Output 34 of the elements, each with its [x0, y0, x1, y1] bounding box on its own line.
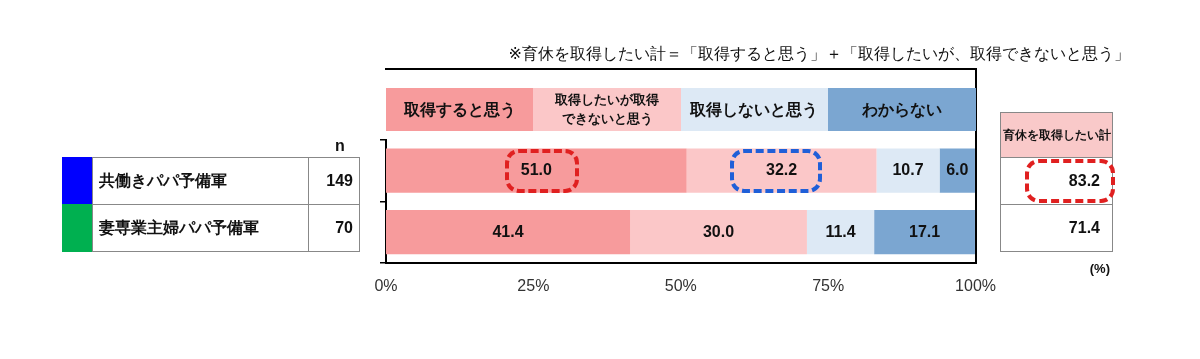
bar — [386, 148, 687, 193]
data-label: 51.0 — [520, 161, 552, 179]
y-tick-label: 妻専業主婦パパ予備軍 — [92, 204, 309, 252]
x-tick-label: 100% — [955, 276, 996, 294]
data-label: 30.0 — [702, 222, 735, 240]
x-tick-label: 25% — [517, 276, 550, 294]
text: 149 — [308, 157, 360, 205]
bar — [630, 210, 807, 255]
data-label: 6.0 — [946, 161, 969, 179]
series-label: わからない — [861, 97, 942, 122]
text: 育休を取得したい計 — [1000, 112, 1113, 158]
text: 71.4 — [1000, 204, 1113, 252]
bar — [806, 210, 875, 255]
bar — [874, 210, 975, 255]
x-tick-label: 0% — [374, 276, 398, 294]
bar — [876, 148, 940, 193]
data-label: 17.1 — [908, 222, 941, 240]
x-tick-label: 75% — [812, 276, 845, 294]
bar — [686, 148, 877, 193]
text: 83.2 — [1000, 157, 1113, 205]
text: n — [334, 136, 346, 156]
data-label: 11.4 — [825, 222, 856, 240]
text: 取得しないと思う — [690, 97, 819, 122]
series-label: 取得すると思う — [403, 97, 516, 122]
text: ※育休を取得したい計＝「取得すると思う」＋「取得したいが、取得できないと思う」 — [508, 44, 1130, 64]
data-label: 32.2 — [766, 161, 798, 179]
bar — [386, 210, 631, 255]
text: 取得したいが取得できないと思う — [554, 90, 661, 129]
data-label: 41.4 — [492, 222, 524, 240]
y-tick-label: 共働きパパ予備軍 — [92, 157, 309, 205]
data-label: 10.7 — [892, 161, 924, 179]
text: 70 — [308, 204, 360, 252]
x-tick-label: 50% — [664, 276, 697, 294]
text: (%) — [1088, 259, 1110, 278]
